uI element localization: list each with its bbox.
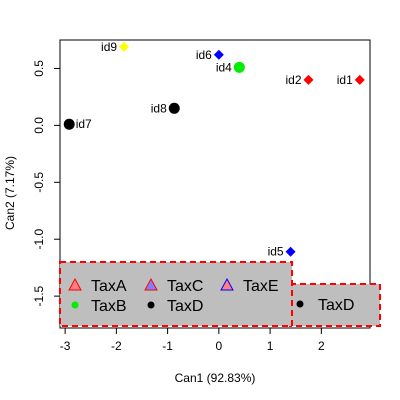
x-tick-label: 2 (318, 339, 325, 353)
point-label-id1: id1 (337, 73, 353, 87)
y-tick-label: 0.5 (32, 60, 46, 77)
x-tick-label: 1 (267, 339, 274, 353)
point-label-id6: id6 (196, 48, 212, 62)
y-tick-label: 0.0 (32, 117, 46, 134)
x-tick-label: 0 (215, 339, 222, 353)
point-id2 (303, 74, 314, 85)
point-id8 (168, 102, 180, 114)
x-tick-label: -3 (60, 339, 71, 353)
points: id1 id2 id4 id5 id6 id7 id8 id9 (63, 40, 365, 259)
legend-box-secondary (289, 283, 381, 327)
legend-label-TaxD: TaxD (167, 298, 203, 315)
legends: TaxD TaxA TaxC TaxE TaxB TaxD (59, 261, 381, 327)
legend-label-TaxA: TaxA (91, 278, 127, 295)
point-label-id7: id7 (76, 117, 92, 131)
legend-label-TaxC: TaxC (167, 278, 203, 295)
point-id4 (233, 61, 245, 73)
y-tick-label: -1.5 (32, 285, 46, 306)
legend-label-TaxE: TaxE (243, 278, 279, 295)
legend-label-TaxB: TaxB (91, 298, 127, 315)
y-tick-label: -1.0 (32, 229, 46, 250)
point-label-id2: id2 (285, 73, 301, 87)
point-id9 (119, 41, 130, 52)
axes: -3 -2 -1 0 1 2 -1.5 -1.0 -0.5 0.0 0.5 (32, 39, 371, 353)
point-id1 (354, 74, 365, 85)
x-axis-title: Can1 (92.83%) (175, 371, 256, 385)
legend-symbol-TaxE (220, 277, 234, 291)
point-label-id5: id5 (268, 245, 284, 259)
point-id7 (63, 118, 75, 130)
legend-symbol-TaxD (147, 301, 155, 309)
y-tick-label: -0.5 (32, 172, 46, 193)
point-id6 (213, 49, 224, 60)
legend-symbol-TaxB (71, 301, 79, 309)
point-id5 (285, 246, 296, 257)
legend-symbol-TaxC (144, 277, 158, 291)
point-label-id8: id8 (151, 101, 167, 115)
legend-label-TaxD: TaxD (318, 297, 354, 314)
x-tick-label: -1 (162, 339, 173, 353)
point-label-id4: id4 (216, 60, 232, 74)
legend-symbol-TaxA (68, 277, 82, 291)
y-axis-title: Can2 (7.17%) (3, 156, 17, 230)
legend-symbol-TaxD (296, 300, 304, 308)
point-label-id9: id9 (101, 40, 117, 54)
x-tick-label: -2 (111, 339, 122, 353)
legend-box-primary (59, 261, 293, 327)
